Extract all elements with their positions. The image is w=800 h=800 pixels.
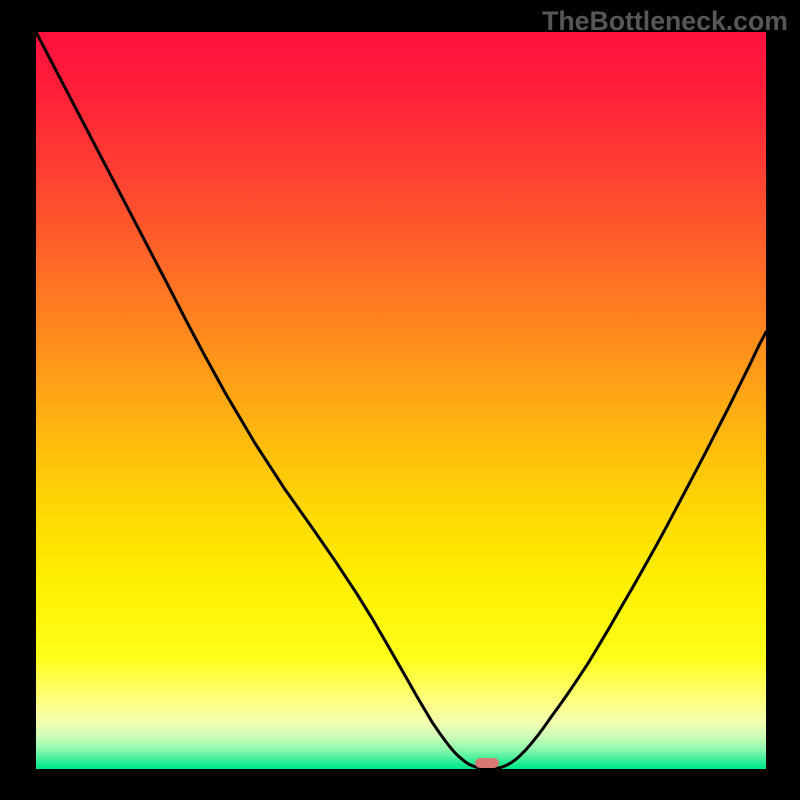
bottleneck-curve xyxy=(36,32,766,769)
figure-container: TheBottleneck.com xyxy=(0,0,800,800)
plot-area xyxy=(36,32,766,769)
optimal-point-marker xyxy=(475,758,498,768)
watermark-text: TheBottleneck.com xyxy=(542,6,788,37)
